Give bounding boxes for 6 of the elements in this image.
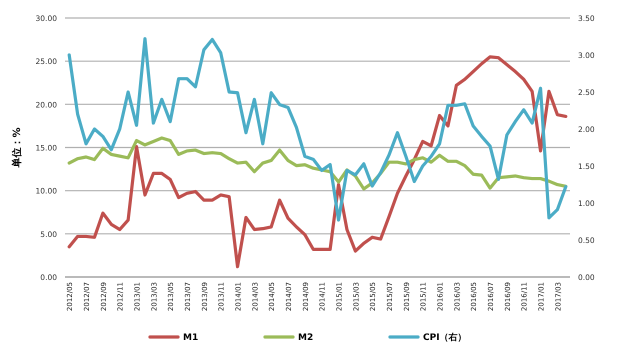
line-series <box>68 55 568 268</box>
legend-label: M2 <box>298 333 314 343</box>
legend-label: M1 <box>183 333 198 343</box>
legend-label: CPI（右） <box>423 332 467 343</box>
line-series <box>68 37 568 222</box>
y-axis-title: 单位：% <box>11 127 23 169</box>
